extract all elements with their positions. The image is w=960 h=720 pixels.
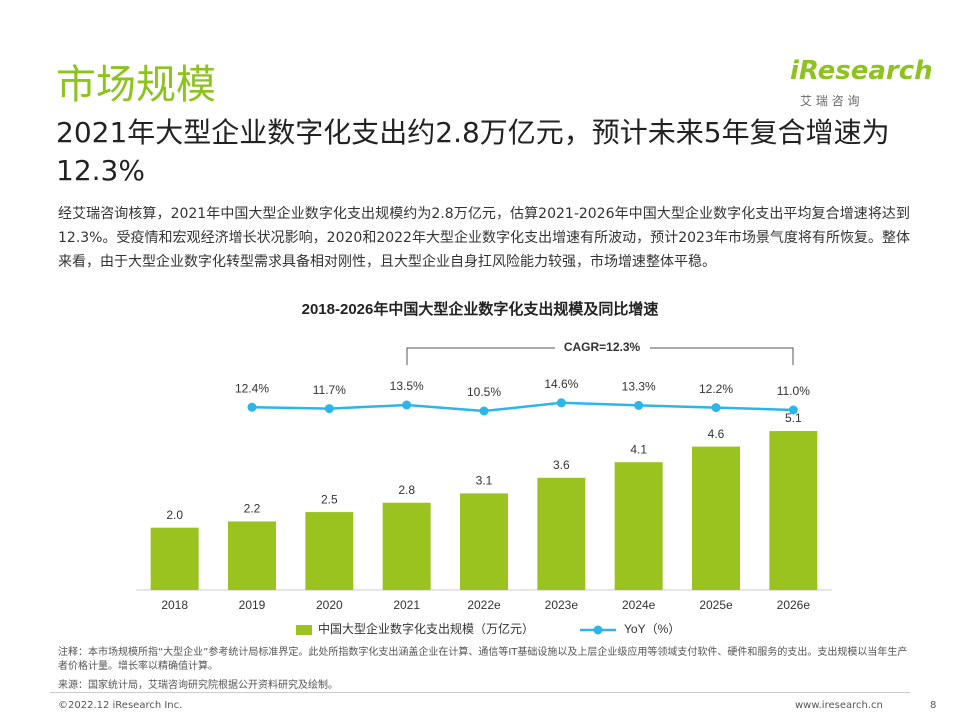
legend-label: YoY（%） — [624, 622, 680, 636]
x-tick-label: 2023e — [545, 598, 579, 612]
x-tick-label: 2022e — [467, 598, 501, 612]
value-label: 11.0% — [777, 384, 810, 398]
bar — [305, 512, 354, 590]
legend-swatch — [593, 625, 603, 635]
line-point — [556, 398, 566, 408]
x-tick-label: 2026e — [777, 598, 811, 612]
line-point — [402, 400, 412, 410]
cagr-label: CAGR=12.3% — [564, 340, 641, 354]
value-label: 2.0 — [166, 508, 183, 522]
value-label: 10.5% — [467, 385, 501, 399]
x-tick-label: 2019 — [239, 598, 266, 612]
x-tick-label: 2024e — [622, 598, 656, 612]
line-point — [324, 404, 334, 414]
value-label: 3.1 — [476, 474, 493, 488]
x-tick-label: 2021 — [393, 598, 420, 612]
legend-label: 中国大型企业数字化支出规模（万亿元） — [318, 621, 534, 636]
line-point — [479, 406, 489, 416]
value-label: 3.6 — [553, 458, 570, 472]
value-label: 12.2% — [699, 382, 733, 396]
bar — [460, 493, 508, 590]
value-label: 13.5% — [390, 379, 424, 393]
x-tick-label: 2020 — [316, 598, 343, 612]
line-point — [788, 405, 798, 415]
bar — [692, 446, 740, 590]
logo: iResearch — [790, 56, 933, 86]
value-label: 4.6 — [708, 427, 725, 441]
bar — [382, 502, 431, 590]
value-label: 2.8 — [398, 483, 415, 497]
x-tick-label: 2025e — [699, 598, 733, 612]
value-label: 14.6% — [544, 377, 578, 391]
body-text: 经艾瑞咨询核算，2021年中国大型企业数字化支出规模约为2.8万亿元，估算202… — [58, 206, 910, 270]
page-number: 8 — [930, 700, 937, 711]
value-label: 11.7% — [313, 383, 346, 397]
slide-title: 市场规模 — [56, 62, 216, 108]
note: 注释：本市场规模所指“大型企业”参考统计局标准界定。此处所指数字化支出涵盖企业在… — [58, 647, 908, 672]
bar — [150, 527, 199, 590]
bar — [769, 431, 818, 590]
yoy-line — [251, 401, 794, 413]
logo-sub: 艾 瑞 咨 询 — [800, 94, 860, 108]
value-label: 13.3% — [622, 380, 656, 394]
value-label: 12.4% — [235, 381, 269, 395]
x-tick-label: 2018 — [161, 598, 188, 612]
line-point — [634, 400, 644, 410]
value-label: 2.2 — [244, 502, 261, 516]
bar — [537, 477, 586, 590]
bar — [228, 521, 276, 590]
value-label: 4.1 — [630, 442, 647, 456]
line-point — [711, 403, 721, 413]
line-point — [247, 402, 257, 412]
footer-rule — [50, 692, 910, 693]
url: www.iresearch.cn — [795, 700, 883, 711]
source: 来源：国家统计局，艾瑞咨询研究院根据公开资料研究及绘制。 — [58, 680, 338, 691]
subtitle: 2021年大型企业数字化支出约2.8万亿元，预计未来5年复合增速为12.3% — [56, 116, 890, 187]
cagr-bracket — [406, 347, 794, 365]
value-label: 2.5 — [321, 492, 338, 506]
chart-title: 2018-2026年中国大型企业数字化支出规模及同比增速 — [302, 300, 659, 318]
value-label: 5.1 — [785, 411, 802, 425]
copyright: ©2022.12 iResearch Inc. — [58, 700, 183, 711]
bar — [614, 462, 663, 590]
legend-swatch — [296, 625, 312, 635]
